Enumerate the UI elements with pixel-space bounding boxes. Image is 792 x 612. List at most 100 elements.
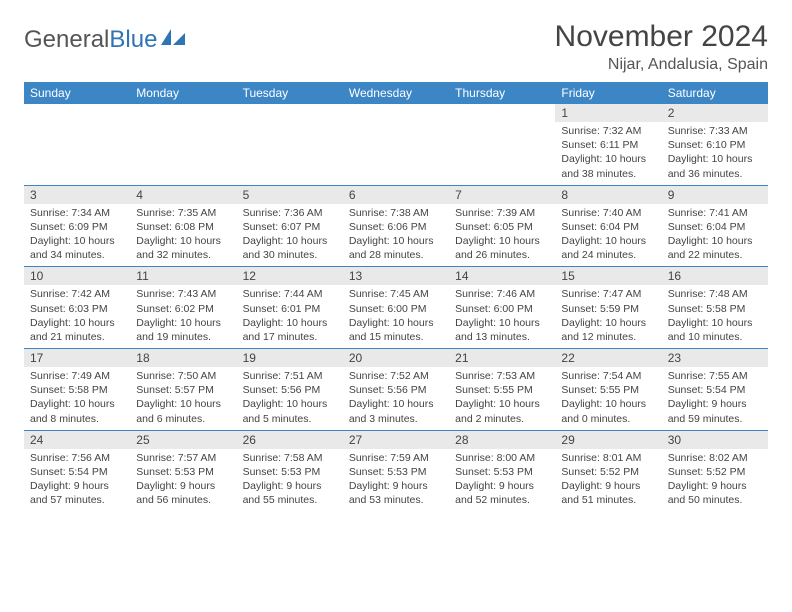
week-row: 24Sunrise: 7:56 AMSunset: 5:54 PMDayligh… (24, 430, 768, 512)
day-details: Sunrise: 7:53 AMSunset: 5:55 PMDaylight:… (449, 367, 555, 430)
day-details: Sunrise: 7:56 AMSunset: 5:54 PMDaylight:… (24, 449, 130, 512)
day-cell (343, 104, 449, 185)
sunset-text: Sunset: 5:55 PM (561, 383, 655, 397)
day-number: 16 (662, 267, 768, 285)
day-number: 8 (555, 186, 661, 204)
sunrise-text: Sunrise: 7:58 AM (243, 451, 337, 465)
weekday-header-cell: Wednesday (343, 82, 449, 104)
sunset-text: Sunset: 5:54 PM (668, 383, 762, 397)
week-row: 10Sunrise: 7:42 AMSunset: 6:03 PMDayligh… (24, 266, 768, 348)
day-cell: 15Sunrise: 7:47 AMSunset: 5:59 PMDayligh… (555, 267, 661, 348)
daylight-text: Daylight: 10 hours and 30 minutes. (243, 234, 337, 262)
daylight-text: Daylight: 9 hours and 53 minutes. (349, 479, 443, 507)
day-details: Sunrise: 7:33 AMSunset: 6:10 PMDaylight:… (662, 122, 768, 185)
day-number: 10 (24, 267, 130, 285)
day-cell: 25Sunrise: 7:57 AMSunset: 5:53 PMDayligh… (130, 431, 236, 512)
daylight-text: Daylight: 9 hours and 50 minutes. (668, 479, 762, 507)
daylight-text: Daylight: 10 hours and 6 minutes. (136, 397, 230, 425)
day-cell: 7Sunrise: 7:39 AMSunset: 6:05 PMDaylight… (449, 186, 555, 267)
day-number: 24 (24, 431, 130, 449)
day-cell: 13Sunrise: 7:45 AMSunset: 6:00 PMDayligh… (343, 267, 449, 348)
sunrise-text: Sunrise: 7:51 AM (243, 369, 337, 383)
sunrise-text: Sunrise: 7:50 AM (136, 369, 230, 383)
daylight-text: Daylight: 10 hours and 2 minutes. (455, 397, 549, 425)
daylight-text: Daylight: 10 hours and 21 minutes. (30, 316, 124, 344)
sunset-text: Sunset: 6:09 PM (30, 220, 124, 234)
day-cell: 20Sunrise: 7:52 AMSunset: 5:56 PMDayligh… (343, 349, 449, 430)
weekday-header-cell: Friday (555, 82, 661, 104)
day-number: 3 (24, 186, 130, 204)
location-subtitle: Nijar, Andalusia, Spain (555, 56, 768, 74)
sunset-text: Sunset: 5:56 PM (243, 383, 337, 397)
sunrise-text: Sunrise: 7:32 AM (561, 124, 655, 138)
daylight-text: Daylight: 10 hours and 26 minutes. (455, 234, 549, 262)
sunset-text: Sunset: 5:57 PM (136, 383, 230, 397)
sunset-text: Sunset: 6:04 PM (561, 220, 655, 234)
sunrise-text: Sunrise: 7:47 AM (561, 287, 655, 301)
sunrise-text: Sunrise: 7:48 AM (668, 287, 762, 301)
sunset-text: Sunset: 6:10 PM (668, 138, 762, 152)
weekday-header-cell: Monday (130, 82, 236, 104)
daylight-text: Daylight: 10 hours and 24 minutes. (561, 234, 655, 262)
day-details: Sunrise: 7:58 AMSunset: 5:53 PMDaylight:… (237, 449, 343, 512)
day-details: Sunrise: 8:00 AMSunset: 5:53 PMDaylight:… (449, 449, 555, 512)
day-number: 23 (662, 349, 768, 367)
day-details: Sunrise: 8:01 AMSunset: 5:52 PMDaylight:… (555, 449, 661, 512)
sunset-text: Sunset: 5:58 PM (30, 383, 124, 397)
day-cell: 2Sunrise: 7:33 AMSunset: 6:10 PMDaylight… (662, 104, 768, 185)
day-cell (237, 104, 343, 185)
day-cell: 1 Sunrise: 7:32 AMSunset: 6:11 PMDaylight… (555, 104, 661, 185)
sunrise-text: Sunrise: 7:54 AM (561, 369, 655, 383)
day-number: 2 (662, 104, 768, 122)
day-number: 5 (237, 186, 343, 204)
day-details: Sunrise: 7:34 AMSunset: 6:09 PMDaylight:… (24, 204, 130, 267)
day-number: 28 (449, 431, 555, 449)
daylight-text: Daylight: 9 hours and 56 minutes. (136, 479, 230, 507)
weekday-header-cell: Sunday (24, 82, 130, 104)
sunset-text: Sunset: 6:05 PM (455, 220, 549, 234)
day-number: 22 (555, 349, 661, 367)
sunrise-text: Sunrise: 8:01 AM (561, 451, 655, 465)
logo-text-blue: Blue (109, 26, 157, 54)
daylight-text: Daylight: 10 hours and 32 minutes. (136, 234, 230, 262)
day-number: 17 (24, 349, 130, 367)
day-details: Sunrise: 7:52 AMSunset: 5:56 PMDaylight:… (343, 367, 449, 430)
sunset-text: Sunset: 6:06 PM (349, 220, 443, 234)
daylight-text: Daylight: 10 hours and 28 minutes. (349, 234, 443, 262)
sunset-text: Sunset: 6:08 PM (136, 220, 230, 234)
daylight-text: Daylight: 10 hours and 12 minutes. (561, 316, 655, 344)
daylight-text: Daylight: 10 hours and 38 minutes. (561, 152, 655, 180)
day-number: 26 (237, 431, 343, 449)
sunrise-text: Sunrise: 7:43 AM (136, 287, 230, 301)
daylight-text: Daylight: 9 hours and 59 minutes. (668, 397, 762, 425)
sunrise-text: Sunrise: 7:33 AM (668, 124, 762, 138)
day-number: 1 (555, 104, 661, 122)
day-number: 29 (555, 431, 661, 449)
sail-icon (161, 26, 187, 54)
day-cell: 27Sunrise: 7:59 AMSunset: 5:53 PMDayligh… (343, 431, 449, 512)
daylight-text: Daylight: 9 hours and 51 minutes. (561, 479, 655, 507)
sunrise-text: Sunrise: 8:02 AM (668, 451, 762, 465)
sunset-text: Sunset: 6:04 PM (668, 220, 762, 234)
sunrise-text: Sunrise: 7:57 AM (136, 451, 230, 465)
sunrise-text: Sunrise: 7:44 AM (243, 287, 337, 301)
sunset-text: Sunset: 5:53 PM (455, 465, 549, 479)
daylight-text: Daylight: 10 hours and 17 minutes. (243, 316, 337, 344)
sunset-text: Sunset: 6:00 PM (349, 302, 443, 316)
sunrise-text: Sunrise: 7:39 AM (455, 206, 549, 220)
title-block: November 2024 Nijar, Andalusia, Spain (555, 20, 768, 74)
day-number: 6 (343, 186, 449, 204)
day-details: Sunrise: 7:49 AMSunset: 5:58 PMDaylight:… (24, 367, 130, 430)
sunrise-text: Sunrise: 7:56 AM (30, 451, 124, 465)
day-cell: 19Sunrise: 7:51 AMSunset: 5:56 PMDayligh… (237, 349, 343, 430)
day-cell: 22Sunrise: 7:54 AMSunset: 5:55 PMDayligh… (555, 349, 661, 430)
day-cell: 28Sunrise: 8:00 AMSunset: 5:53 PMDayligh… (449, 431, 555, 512)
weeks-container: 1Sunrise: 7:32 AMSunset: 6:11 PMDaylight… (24, 104, 768, 511)
sunset-text: Sunset: 6:11 PM (561, 138, 655, 152)
day-cell: 11Sunrise: 7:43 AMSunset: 6:02 PMDayligh… (130, 267, 236, 348)
logo-text-gray: General (24, 26, 109, 54)
sunset-text: Sunset: 5:56 PM (349, 383, 443, 397)
day-details: Sunrise: 7:38 AMSunset: 6:06 PMDaylight:… (343, 204, 449, 267)
calendar-grid: SundayMondayTuesdayWednesdayThursdayFrid… (24, 82, 768, 511)
day-number: 19 (237, 349, 343, 367)
